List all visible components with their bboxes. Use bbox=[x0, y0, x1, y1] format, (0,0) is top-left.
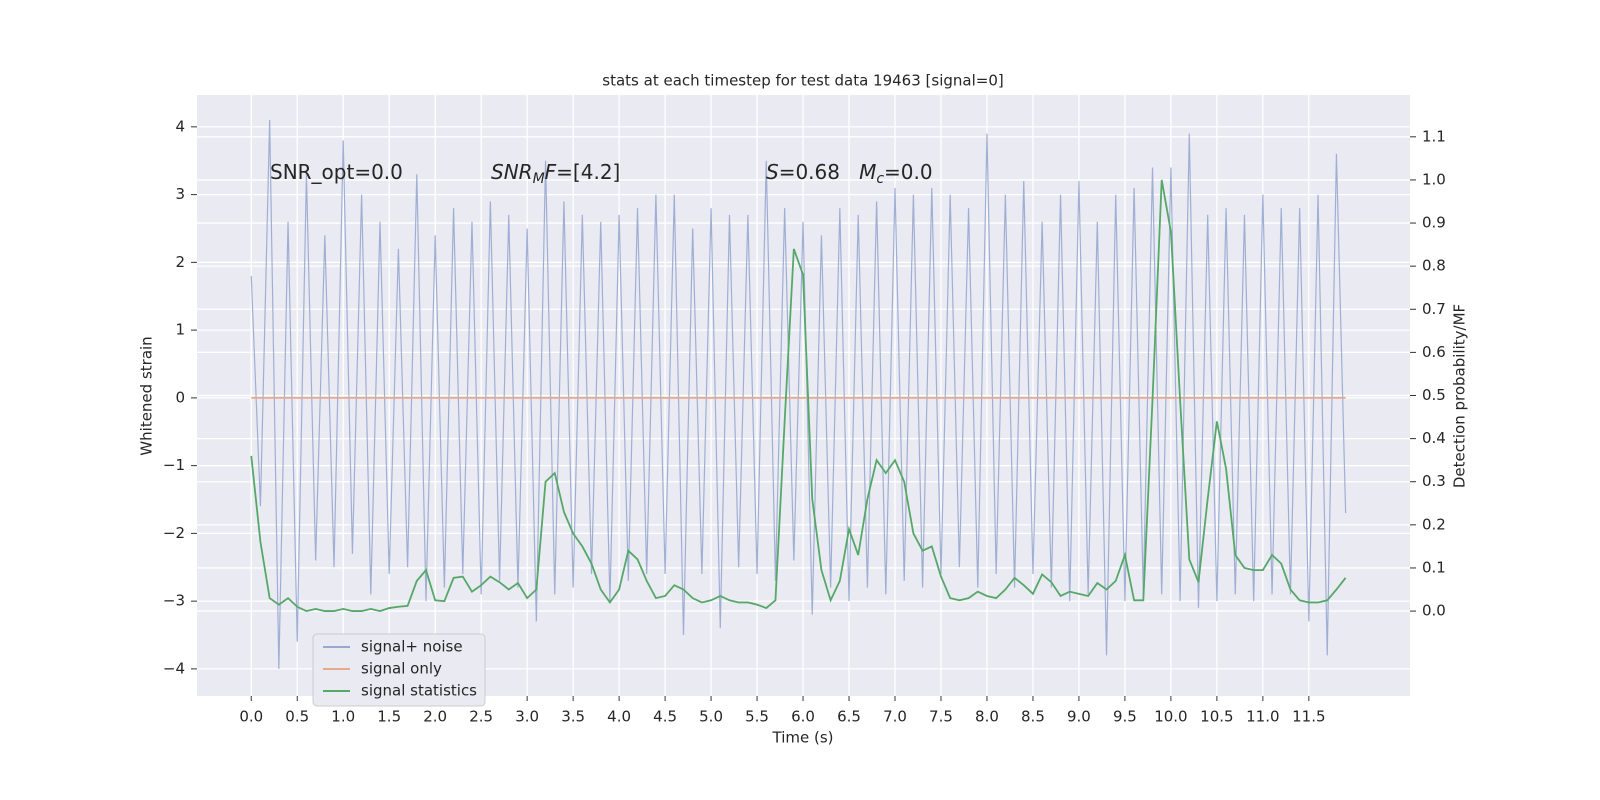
x-tick-label: 3.0 bbox=[515, 708, 539, 726]
y-tick-label: 4 bbox=[175, 117, 185, 135]
legend-label: signal only bbox=[361, 660, 442, 678]
x-tick-label: 2.0 bbox=[423, 708, 447, 726]
chart-title: stats at each timestep for test data 194… bbox=[602, 72, 1003, 90]
x-tick-label: 10.0 bbox=[1154, 708, 1187, 726]
x-tick-label: 9.0 bbox=[1067, 708, 1091, 726]
y2-tick-label: 1.0 bbox=[1422, 170, 1446, 188]
annotation: S=0.68 Mc=0.0 bbox=[766, 160, 933, 188]
y2-tick-label: 0.6 bbox=[1422, 343, 1446, 361]
annotation-text: =0.68 bbox=[779, 160, 859, 184]
x-tick-label: 3.5 bbox=[561, 708, 585, 726]
y2-tick-label: 0.8 bbox=[1422, 257, 1446, 275]
x-tick-label: 6.0 bbox=[791, 708, 815, 726]
annotation: SNRMF=[4.2] bbox=[491, 160, 620, 188]
annotation-subscript: c bbox=[876, 171, 884, 187]
y-tick-label: 1 bbox=[175, 321, 185, 339]
y-tick-label: 2 bbox=[175, 253, 185, 271]
x-tick-label: 1.0 bbox=[331, 708, 355, 726]
x-tick-label: 4.0 bbox=[607, 708, 631, 726]
series-line bbox=[250, 120, 1347, 669]
y2-tick-label: 0.4 bbox=[1422, 429, 1446, 447]
annotation-text: =0.0 bbox=[884, 160, 933, 184]
annotation-text: M bbox=[859, 160, 876, 184]
y-tick-label: −4 bbox=[163, 659, 185, 677]
x-tick-label: 7.0 bbox=[883, 708, 907, 726]
x-tick-label: 10.5 bbox=[1200, 708, 1233, 726]
y2-tick-label: 0.9 bbox=[1422, 214, 1446, 232]
x-tick-label: 11.5 bbox=[1292, 708, 1325, 726]
series-line bbox=[250, 179, 1347, 613]
x-tick-label: 11.0 bbox=[1246, 708, 1279, 726]
y-tick-label: 0 bbox=[175, 388, 185, 406]
y-tick-label: −1 bbox=[163, 456, 185, 474]
y2-tick-label: 0.2 bbox=[1422, 515, 1446, 533]
axes: 0.0 0.5 1.0 1.5 2.0 2.5 3.0 3.5 4.0 4.5 5.0 5.5 6.0 6… bbox=[163, 117, 1446, 725]
x-tick-label: 9.5 bbox=[1113, 708, 1137, 726]
y2-tick-label: 0.3 bbox=[1422, 472, 1446, 490]
x-tick-label: 0.0 bbox=[239, 708, 263, 726]
lines bbox=[250, 120, 1347, 669]
x-tick-label: 1.5 bbox=[377, 708, 401, 726]
legend-box bbox=[312, 633, 486, 707]
x-tick-label: 5.0 bbox=[699, 708, 723, 726]
y2-tick-label: 1.1 bbox=[1422, 127, 1446, 145]
y-tick-label: −3 bbox=[163, 592, 185, 610]
y-axis-label: Whitened strain bbox=[138, 336, 156, 455]
annotation-subscript: M bbox=[533, 171, 545, 187]
x-tick-label: 0.5 bbox=[285, 708, 309, 726]
annotation-text: F bbox=[545, 160, 557, 184]
annotation-text: =[4.2] bbox=[556, 160, 620, 184]
x-tick-label: 6.5 bbox=[837, 708, 861, 726]
legend: signal+ noise signal only signal statistic… bbox=[312, 633, 486, 707]
y2-tick-label: 0.1 bbox=[1422, 558, 1446, 576]
x-tick-label: 2.5 bbox=[469, 708, 493, 726]
y2-tick-label: 0.5 bbox=[1422, 386, 1446, 404]
y-tick-label: −2 bbox=[163, 524, 185, 542]
x-tick-label: 8.0 bbox=[975, 708, 999, 726]
annotation: SNR_opt=0.0 bbox=[270, 160, 403, 184]
x-tick-label: 7.5 bbox=[929, 708, 953, 726]
y2-tick-label: 0.7 bbox=[1422, 300, 1446, 318]
x-tick-label: 5.5 bbox=[745, 708, 769, 726]
y2-tick-label: 0.0 bbox=[1422, 602, 1446, 620]
y2-axis-label: Detection probability/MF bbox=[1451, 304, 1469, 488]
y-tick-label: 3 bbox=[175, 185, 185, 203]
annotation-text: SNR bbox=[491, 160, 533, 184]
annotation-text: S bbox=[766, 160, 779, 184]
annotation-text: SNR_opt=0.0 bbox=[270, 160, 403, 184]
legend-label: signal statistics bbox=[361, 682, 477, 700]
x-tick-label: 8.5 bbox=[1021, 708, 1045, 726]
legend-label: signal+ noise bbox=[361, 638, 463, 656]
x-tick-label: 4.5 bbox=[653, 708, 677, 726]
x-axis-label: Time (s) bbox=[772, 729, 834, 747]
